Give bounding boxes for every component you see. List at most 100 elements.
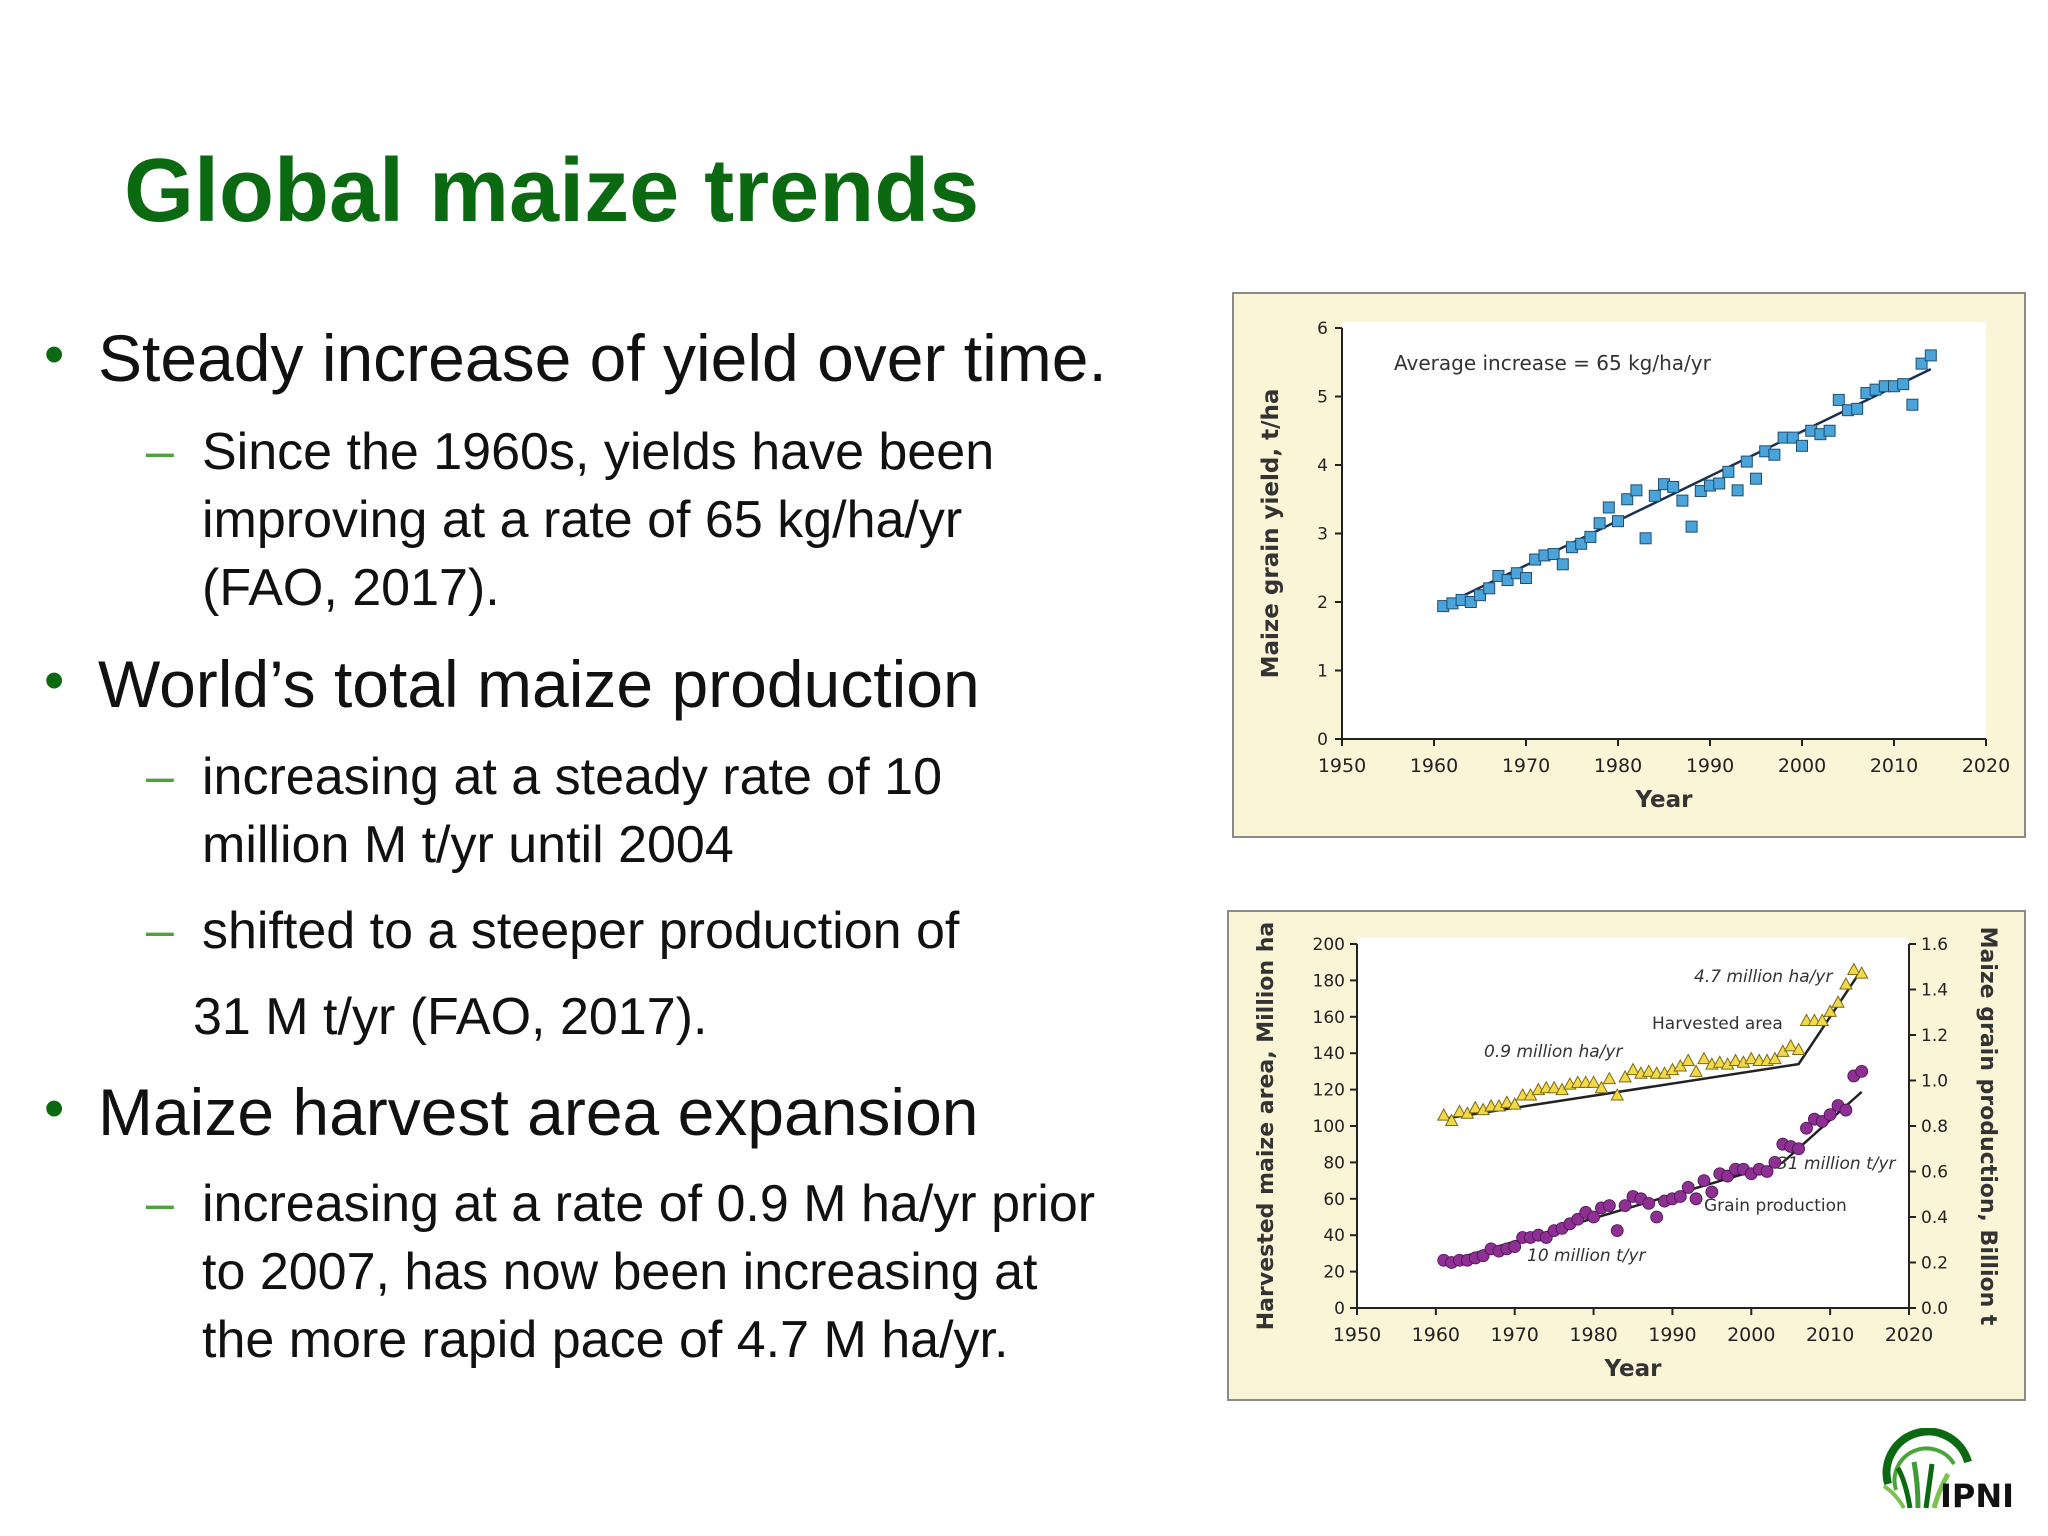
production-point: [1839, 1103, 1853, 1117]
y2-tick-label: 1.4: [1921, 981, 1948, 1001]
x-tick-label: 1950: [1318, 755, 1366, 777]
area-point: [1618, 1069, 1632, 1083]
yield-point: [1667, 480, 1680, 493]
area-production-chart-panel: 0 20 40 60 80 100 120 140 160 180 200 0.0 0.2 0.4 0.6 0…: [1227, 910, 2026, 1401]
y-tick-label: 60: [1323, 1190, 1345, 1210]
sub-bullet-continuation: 31 M t/yr (FAO, 2017).: [193, 988, 708, 1046]
sub-bullet-production-rate: – increasing at a steady rate of 10 mill…: [146, 743, 942, 879]
y-tick-label: 120: [1313, 1081, 1345, 1101]
x-tick-label: 2000: [1778, 755, 1826, 777]
yield-point: [1832, 393, 1845, 406]
y-tick-label: 80: [1323, 1153, 1345, 1173]
yield-point: [1713, 477, 1726, 490]
production-point: [1855, 1064, 1869, 1078]
production-point: [1618, 1199, 1632, 1213]
line: million M t/yr until 2004: [202, 816, 734, 874]
production-point: [1760, 1165, 1774, 1178]
y-tick-label: 4: [1317, 456, 1328, 476]
slide-title: Global maize trends: [124, 141, 980, 241]
bullet-dot: •: [44, 1076, 65, 1141]
y-tick-label: 5: [1317, 388, 1328, 408]
yield-point: [1796, 439, 1808, 452]
sub-bullet-area-rate: – increasing at a rate of 0.9 M ha/yr pr…: [146, 1170, 1095, 1374]
sub-bullet-lines: shifted to a steeper production of: [202, 897, 959, 965]
yield-point: [1648, 489, 1661, 502]
x-tick-label: 1970: [1491, 1324, 1539, 1346]
production-point: [1650, 1210, 1664, 1224]
line: Since the 1960s, yields have been: [202, 423, 995, 481]
dash-marker: –: [146, 748, 174, 804]
production-point: [1689, 1192, 1703, 1206]
area-point: [1689, 1064, 1703, 1077]
y-tick-label: 200: [1313, 935, 1345, 955]
x-tick-label: 2020: [1962, 755, 2010, 777]
bullet-text: World’s total maize production: [98, 647, 980, 721]
x-tick-label: 1990: [1686, 755, 1734, 777]
line: (FAO, 2017).: [202, 559, 500, 617]
y-tick-label: 100: [1313, 1117, 1345, 1137]
yield-point: [1464, 596, 1477, 608]
area-point: [1452, 1104, 1467, 1117]
area-point: [1681, 1053, 1696, 1066]
y2-tick-label: 0.8: [1921, 1117, 1948, 1137]
line: increasing at a rate of 0.9 M ha/yr prio…: [202, 1175, 1096, 1233]
production-point: [1697, 1174, 1711, 1188]
area-point: [1594, 1080, 1609, 1094]
yield-point: [1575, 537, 1588, 550]
area-point: [1823, 1004, 1837, 1017]
production-point: [1610, 1224, 1624, 1238]
annotation-grain-production: Grain production: [1704, 1196, 1847, 1216]
yield-point: [1639, 532, 1652, 545]
yield-point: [1584, 530, 1597, 543]
line: to 2007, has now been increasing at: [202, 1243, 1038, 1301]
production-point: [1508, 1240, 1522, 1253]
line: improving at a rate of 65 kg/ha/yr: [202, 491, 963, 549]
yield-point: [1750, 472, 1762, 485]
area-point: [1791, 1042, 1806, 1056]
x-tick-label: 1950: [1333, 1324, 1381, 1346]
area-point: [1846, 962, 1861, 975]
area-point: [1499, 1095, 1514, 1108]
area-point: [1744, 1051, 1759, 1065]
line: increasing at a steady rate of 10: [202, 748, 943, 806]
x-tick-label: 2020: [1885, 1324, 1933, 1346]
yield-point: [1823, 424, 1836, 437]
y-tick-label: 20: [1323, 1263, 1345, 1283]
sub-bullet-lines: Since the 1960s, yields have been improv…: [202, 418, 994, 622]
bullet-text: Maize harvest area expansion: [98, 1075, 979, 1149]
area-point: [1610, 1088, 1625, 1101]
area-point: [1444, 1113, 1459, 1127]
x-tick-label: 2010: [1870, 755, 1918, 777]
production-point: [1681, 1181, 1695, 1194]
x-axis-title: Year: [1603, 1356, 1662, 1382]
production-point: [1800, 1121, 1813, 1135]
yield-point: [1685, 520, 1698, 533]
y-axis-title: Maize grain yield, t/ha: [1258, 389, 1284, 679]
bullet-yield: • Steady increase of yield over time.: [44, 322, 1107, 395]
area-point: [1507, 1097, 1522, 1110]
production-point: [1792, 1142, 1805, 1156]
area-point: [1712, 1055, 1727, 1068]
x-tick-label: 1980: [1569, 1324, 1617, 1346]
y2-tick-label: 0.0: [1921, 1299, 1948, 1319]
sub-bullet-lines: increasing at a rate of 0.9 M ha/yr prio…: [202, 1170, 1095, 1374]
ipni-logo: IPNI: [1876, 1427, 2026, 1517]
bullet-dot: •: [44, 648, 65, 713]
yield-point: [1520, 572, 1532, 585]
annotation-area-early-rate: 0.9 million ha/yr: [1484, 1042, 1623, 1062]
yield-point: [1630, 484, 1643, 497]
bullet-dot: •: [44, 322, 65, 387]
line: the more rapid pace of 4.7 M ha/yr.: [202, 1311, 1009, 1369]
yield-point: [1851, 402, 1864, 415]
dash-marker: –: [146, 902, 174, 958]
dash-marker: –: [146, 423, 174, 479]
sub-bullet-lines: increasing at a steady rate of 10 millio…: [202, 743, 942, 879]
area-point: [1728, 1053, 1743, 1066]
y-tick-label: 140: [1313, 1044, 1345, 1064]
y-axis-title-left: Harvested maize area, Million ha: [1254, 922, 1279, 1330]
bullet-text: Steady increase of yield over time.: [98, 321, 1107, 395]
production-point: [1673, 1190, 1687, 1203]
y-tick-label: 180: [1313, 971, 1345, 991]
yield-point: [1501, 574, 1514, 587]
yield-chart: 0 1 2 3 4 5 6 1950 1960 1970 1980 1990 2000 2010 2020 Y…: [1258, 319, 2010, 813]
